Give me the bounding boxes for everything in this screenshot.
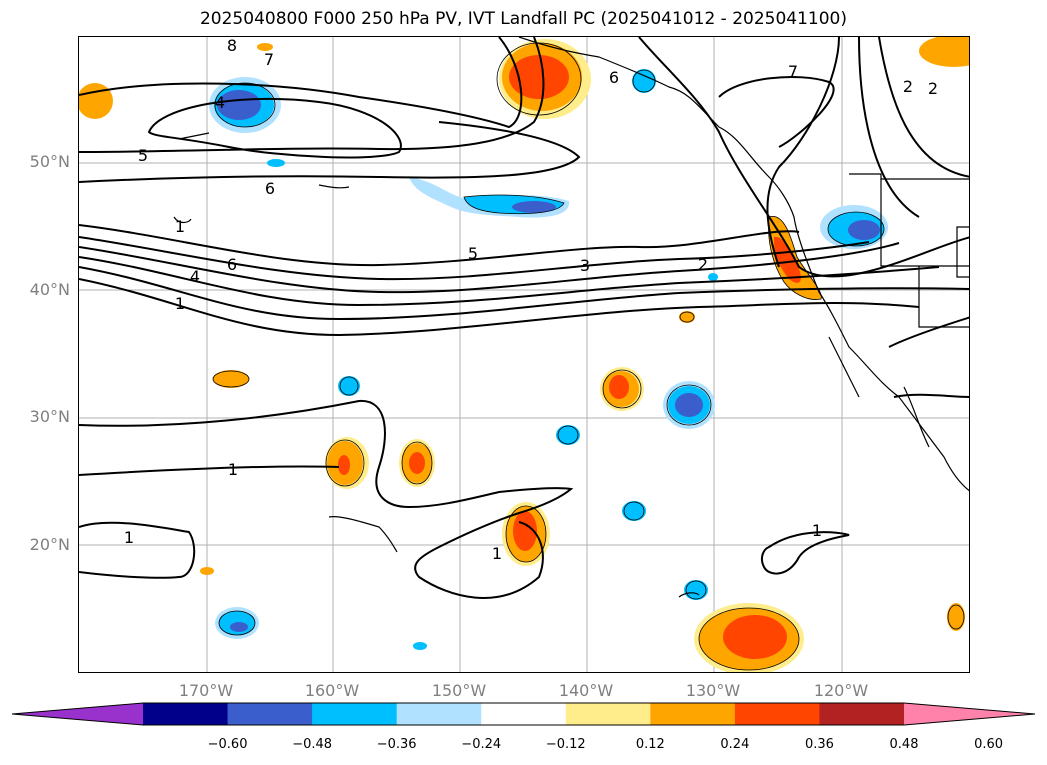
negative-anomaly-blob: [663, 381, 715, 429]
contour-label: 6: [609, 68, 619, 87]
contour-label: 3: [580, 256, 590, 275]
colorbar-segment: [734, 703, 820, 725]
contour-label: 4: [190, 267, 200, 286]
contour-label: 1: [492, 544, 502, 563]
x-axis-label-170w: 170°W: [178, 681, 234, 700]
x-axis-label-120w: 120°W: [813, 681, 869, 700]
positive-anomaly-blob: [919, 37, 969, 67]
x-axis-label-160w: 160°W: [304, 681, 360, 700]
negative-anomaly-blob: [632, 69, 656, 93]
contour-label: 5: [468, 244, 478, 263]
negative-anomaly-blob: [684, 580, 708, 600]
negative-anomaly-blob: [267, 159, 285, 167]
colorbar-tick-label: 0.24: [720, 737, 750, 752]
coastlines: [173, 37, 969, 598]
positive-anomaly-blob: [79, 83, 113, 119]
positive-anomaly-blob: [947, 603, 965, 631]
negative-anomaly-blob: [556, 425, 580, 445]
colorbar-segment: [650, 703, 736, 725]
colorbar-tick-label: −0.48: [292, 737, 333, 752]
colorbar-segment: [396, 703, 482, 725]
map-title: 2025040800 F000 250 hPa PV, IVT Landfall…: [199, 9, 847, 29]
colorbar-extend-low: [12, 703, 143, 725]
positive-anomaly-blob: [325, 437, 369, 489]
positive-anomaly-blob: [399, 439, 435, 487]
negative-anomaly-blob: [622, 501, 646, 521]
positive-anomaly-blob: [600, 367, 644, 411]
map-panel: 8 7 4 5 6 6 5 6 4 1 3 2 2 7 2 1 1 1 1 1: [78, 36, 970, 673]
positive-anomaly-blob: [213, 370, 249, 388]
y-axis-label-50n: 50°N: [29, 152, 70, 171]
negative-anomaly-blob: [820, 205, 888, 249]
contour-label: 7: [788, 62, 798, 81]
x-axis-label-140w: 140°W: [558, 681, 614, 700]
contour-label: 1: [812, 521, 822, 540]
pv-contours: [79, 37, 969, 599]
colorbar-tick-label: 0.12: [635, 737, 665, 752]
contour-labels: 8 7 4 5 6 6 5 6 4 1 3 2 2 7 2 1 1 1 1 1: [124, 37, 938, 563]
colorbar-tick-label: −0.12: [545, 737, 586, 752]
colorbar-tick-label: −0.36: [376, 737, 417, 752]
negative-anomaly-blob: [215, 607, 259, 639]
contour-label: 1: [175, 294, 185, 313]
colorbar-tick-label: −0.60: [207, 737, 248, 752]
colorbar-tick-label: −0.24: [461, 737, 502, 752]
colorbar-tick-label: 0.48: [889, 737, 919, 752]
contour-label: 6: [265, 179, 275, 198]
positive-anomaly-blob: [694, 603, 804, 672]
colorbar-tick-label: 0.60: [974, 737, 1004, 752]
colorbar-segment: [565, 703, 651, 725]
contour-label: 4: [215, 93, 225, 112]
positive-anomaly-blob: [679, 311, 695, 323]
contour-label: 5: [138, 146, 148, 165]
x-axis-label-130w: 130°W: [685, 681, 741, 700]
colorbar-segment: [312, 703, 398, 725]
map-canvas: 8 7 4 5 6 6 5 6 4 1 3 2 2 7 2 1 1 1 1 1: [79, 37, 969, 672]
anomaly-outlines: [212, 42, 965, 671]
x-axis-label-150w: 150°W: [431, 681, 487, 700]
colorbar-segment: [227, 703, 313, 725]
y-axis-label-30n: 30°N: [29, 407, 70, 426]
colorbar-segment: [481, 703, 567, 725]
negative-anomaly-blob: [413, 642, 427, 650]
graticule: [79, 37, 969, 672]
negative-anomaly-blob: [708, 273, 718, 281]
y-axis-label-20n: 20°N: [29, 535, 70, 554]
negative-anomaly-blob: [209, 77, 281, 133]
colorbar-tick-label: 0.36: [804, 737, 834, 752]
contour-label: 1: [124, 528, 134, 547]
contour-label: 8: [227, 37, 237, 55]
colorbar-extend-high: [904, 703, 1035, 725]
colorbar-segment: [819, 703, 905, 725]
positive-anomaly-blob: [257, 43, 273, 51]
contour-label: 7: [264, 50, 274, 69]
contour-label: 2: [903, 77, 913, 96]
positive-anomaly-blob: [200, 567, 214, 575]
contour-label: 6: [227, 255, 237, 274]
positive-anomaly-blob: [502, 502, 550, 566]
contour-label: 1: [228, 460, 238, 479]
y-axis-label-40n: 40°N: [29, 280, 70, 299]
colorbar-segment: [143, 703, 229, 725]
contour-label: 2: [698, 255, 708, 274]
negative-anomaly-blob: [338, 376, 360, 396]
negative-anomaly-blob: [409, 177, 570, 218]
ivt-shading: [79, 37, 969, 672]
contour-label: 2: [928, 79, 938, 98]
contour-label: 1: [175, 217, 185, 236]
